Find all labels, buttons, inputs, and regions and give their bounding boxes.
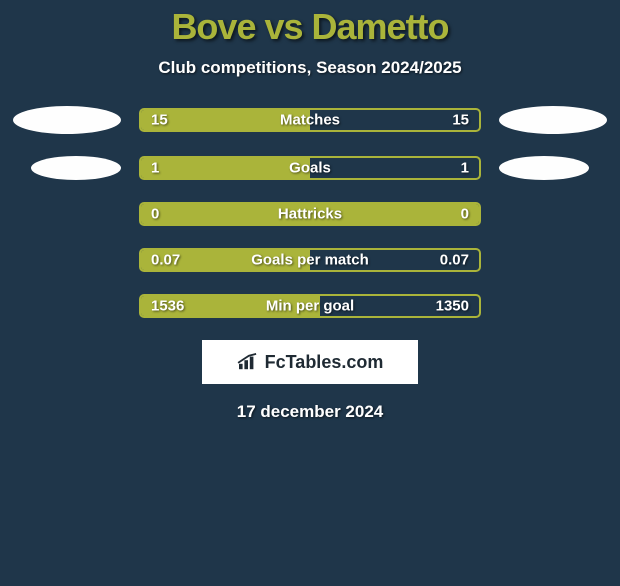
- stat-row-mpg: 1536 Min per goal 1350: [0, 294, 620, 318]
- player-shape-left: [31, 156, 121, 180]
- player-shape-right: [499, 106, 607, 134]
- stat-label: Goals: [289, 160, 331, 177]
- stat-label: Hattricks: [278, 206, 342, 223]
- stat-value-right: 1: [461, 160, 469, 177]
- stat-label: Min per goal: [266, 298, 354, 315]
- date-text: 17 december 2024: [0, 402, 620, 422]
- stat-value-left: 1536: [151, 298, 184, 315]
- bar-chart-icon: [237, 353, 259, 371]
- stat-row-matches: 15 Matches 15: [0, 106, 620, 134]
- player-shape-left: [13, 106, 121, 134]
- stat-value-right: 1350: [436, 298, 469, 315]
- stat-bar: 15 Matches 15: [139, 108, 481, 132]
- subtitle: Club competitions, Season 2024/2025: [0, 58, 620, 78]
- stat-rows: 15 Matches 15 1 Goals 1 0 Hattricks 0 0.…: [0, 106, 620, 318]
- stat-row-goals: 1 Goals 1: [0, 156, 620, 180]
- stat-value-left: 15: [151, 112, 168, 129]
- brand-logo-text: FcTables.com: [265, 352, 384, 373]
- page-title: Bove vs Dametto: [0, 6, 620, 48]
- stat-value-right: 15: [452, 112, 469, 129]
- stat-bar: 1 Goals 1: [139, 156, 481, 180]
- stat-value-left: 0: [151, 206, 159, 223]
- stat-value-right: 0: [461, 206, 469, 223]
- stat-value-left: 1: [151, 160, 159, 177]
- stat-bar: 0 Hattricks 0: [139, 202, 481, 226]
- brand-logo[interactable]: FcTables.com: [202, 340, 418, 384]
- stat-value-right: 0.07: [440, 252, 469, 269]
- stat-value-left: 0.07: [151, 252, 180, 269]
- stat-bar: 1536 Min per goal 1350: [139, 294, 481, 318]
- stat-row-hattricks: 0 Hattricks 0: [0, 202, 620, 226]
- stat-label: Goals per match: [251, 252, 369, 269]
- stat-row-gpm: 0.07 Goals per match 0.07: [0, 248, 620, 272]
- stat-bar: 0.07 Goals per match 0.07: [139, 248, 481, 272]
- player-shape-right: [499, 156, 589, 180]
- stat-label: Matches: [280, 112, 340, 129]
